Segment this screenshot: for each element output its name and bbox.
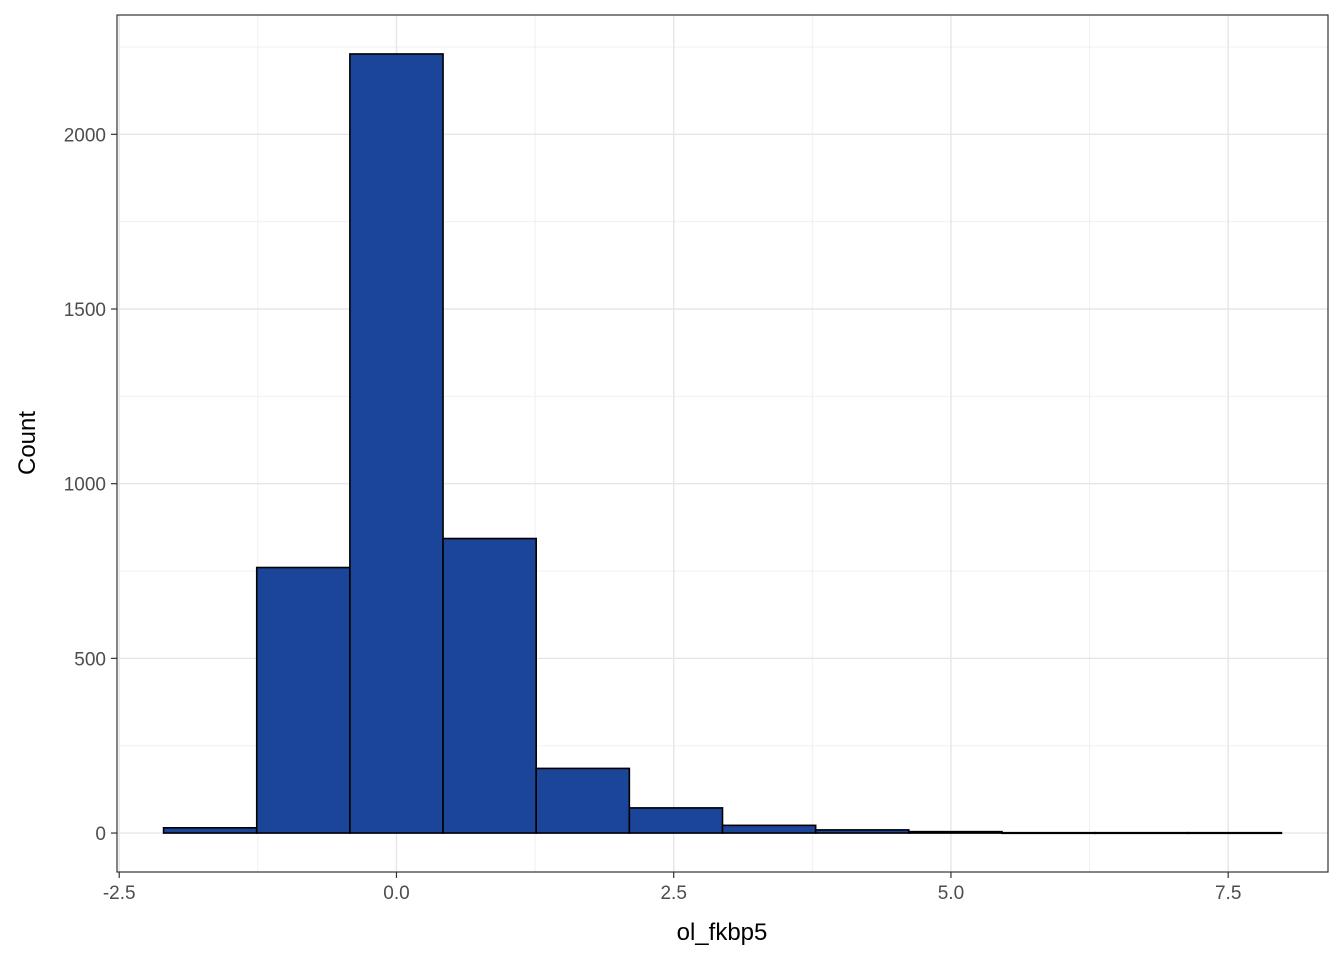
panel-border [116,14,1329,873]
x-axis: -2.5 0.0 2.5 5.0 7.5 [103,872,1241,904]
histogram-bar [721,824,817,834]
y-tick-label: 500 [74,649,106,670]
histogram-bar [349,53,444,834]
histogram-bar [908,830,1003,834]
y-tick-label: 1000 [64,475,106,496]
x-tick-label: -2.5 [103,883,136,904]
histogram-bar [1001,831,1096,835]
y-tick-label: 1500 [64,300,106,321]
x-tick-label: 7.5 [1215,883,1241,904]
histogram-bar [1094,831,1190,835]
histogram-bar [255,566,351,834]
grid-minor [117,15,1328,872]
histogram-bar [535,767,631,834]
histogram-bar [162,827,258,834]
x-tick-label: 5.0 [938,883,964,904]
histogram-bar [628,807,724,834]
y-tick-label: 0 [95,824,106,845]
histogram-bar [1187,831,1283,835]
y-tick-label: 2000 [64,125,106,146]
x-axis-title: ol_fkbp5 [677,919,768,946]
x-tick-label: 2.5 [660,883,686,904]
y-axis: 0 500 1000 1500 2000 [64,125,117,845]
bars [162,53,1283,835]
histogram-bar [442,537,537,834]
x-tick-label: 0.0 [383,883,409,904]
histogram-bar [814,829,910,834]
y-axis-title: Count [14,411,41,475]
